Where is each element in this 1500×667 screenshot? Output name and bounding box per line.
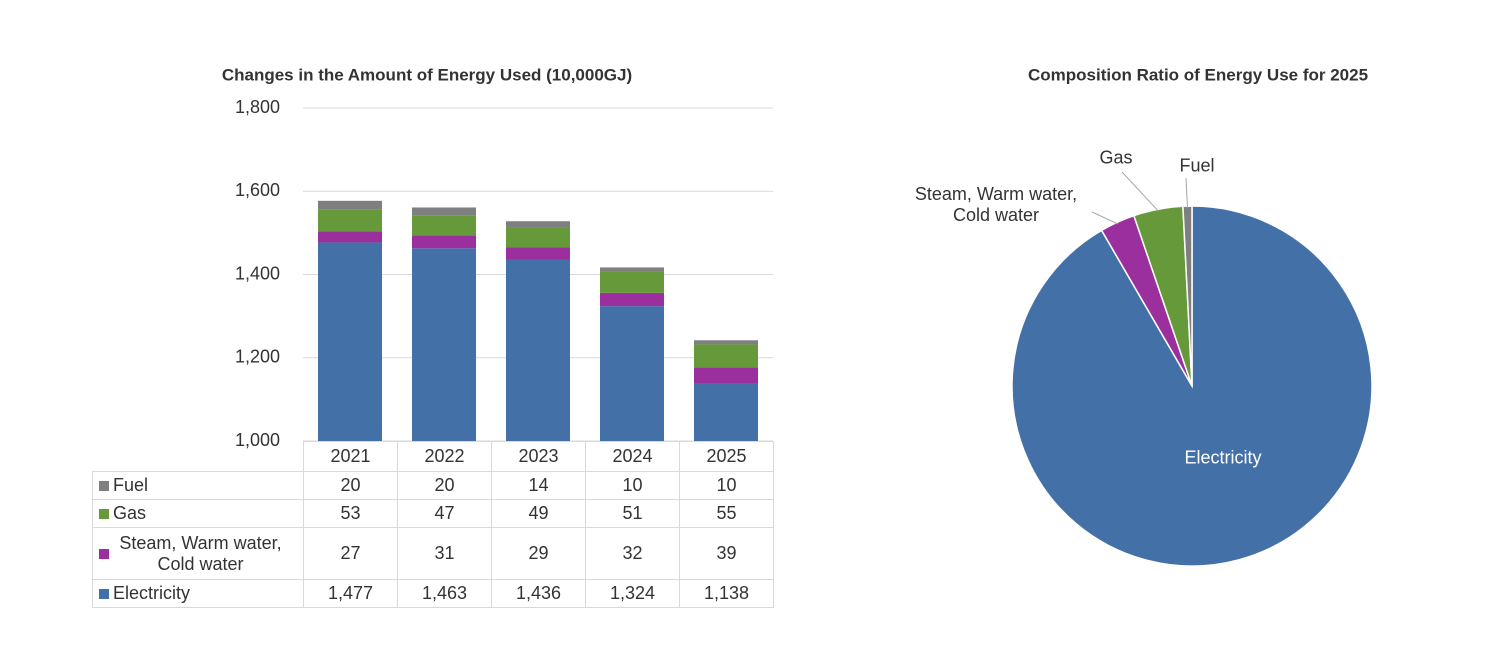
table-value: 10: [585, 471, 680, 500]
legend-label: Gas: [113, 503, 147, 523]
table-value: 1,463: [397, 579, 492, 608]
pie-label: Fuel: [1179, 155, 1215, 176]
table-value: 20: [303, 471, 398, 500]
bar-segment: [694, 367, 758, 384]
table-header: 2025: [679, 441, 774, 472]
legend-swatch: [99, 548, 109, 559]
bar-segment: [694, 344, 758, 368]
pie-label: Electricity: [1184, 447, 1262, 468]
bar-segment: [318, 231, 382, 243]
table-value: 51: [585, 499, 680, 528]
table-value: 29: [491, 527, 586, 580]
y-tick-label: 1,800: [235, 97, 280, 117]
bar-segment: [506, 227, 570, 248]
bar-segment: [694, 383, 758, 441]
table-value: 10: [679, 471, 774, 500]
table-header: 2024: [585, 441, 680, 472]
table-value: 1,324: [585, 579, 680, 608]
bar-segment: [318, 209, 382, 232]
y-tick-label: 1,000: [235, 430, 280, 450]
table-value: 20: [397, 471, 492, 500]
y-tick-label: 1,600: [235, 180, 280, 200]
table-header: 2021: [303, 441, 398, 472]
chart-title: Composition Ratio of Energy Use for 2025: [1028, 65, 1368, 84]
table-header: 2023: [491, 441, 586, 472]
table-value: 49: [491, 499, 586, 528]
bar-segment: [412, 248, 476, 441]
leader-line: [1185, 177, 1188, 209]
bar-segment: [318, 200, 382, 210]
table-value: 27: [303, 527, 398, 580]
legend-swatch: [99, 480, 109, 491]
bar-segment: [412, 215, 476, 236]
legend-label: Steam, Warm water, Cold water: [119, 532, 282, 574]
bar-segment: [506, 247, 570, 260]
table-row-label: Gas: [92, 499, 304, 528]
bar-segment: [600, 271, 664, 293]
leader-line: [1091, 211, 1119, 225]
y-tick-label: 1,400: [235, 263, 280, 283]
table-value: 55: [679, 499, 774, 528]
table-value: 14: [491, 471, 586, 500]
table-value: 39: [679, 527, 774, 580]
legend-swatch: [99, 508, 109, 519]
leader-line: [1121, 171, 1159, 212]
table-row-label: Fuel: [92, 471, 304, 500]
legend-label: Electricity: [113, 583, 191, 603]
bar-segment: [506, 221, 570, 228]
table-row-label: Steam, Warm water, Cold water: [92, 527, 304, 580]
bar-segment: [412, 207, 476, 216]
table-value: 1,138: [679, 579, 774, 608]
bar-segment: [600, 306, 664, 441]
bar-segment: [318, 242, 382, 441]
table-value: 32: [585, 527, 680, 580]
legend-swatch: [99, 588, 109, 599]
table-value: 1,477: [303, 579, 398, 608]
legend-label: Fuel: [113, 475, 149, 495]
table-value: 31: [397, 527, 492, 580]
bar-segment: [600, 267, 664, 272]
table-row-label: Electricity: [92, 579, 304, 608]
bar-segment: [600, 292, 664, 307]
chart-title: Changes in the Amount of Energy Used (10…: [222, 65, 632, 84]
bar-segment: [412, 235, 476, 249]
table-value: 53: [303, 499, 398, 528]
pie-label: Steam, Warm water, Cold water: [914, 184, 1078, 225]
y-tick-label: 1,200: [235, 347, 280, 367]
bar-segment: [694, 340, 758, 345]
bar-segment: [506, 259, 570, 441]
pie-label: Gas: [1099, 147, 1133, 168]
table-header: 2022: [397, 441, 492, 472]
table-value: 47: [397, 499, 492, 528]
table-value: 1,436: [491, 579, 586, 608]
